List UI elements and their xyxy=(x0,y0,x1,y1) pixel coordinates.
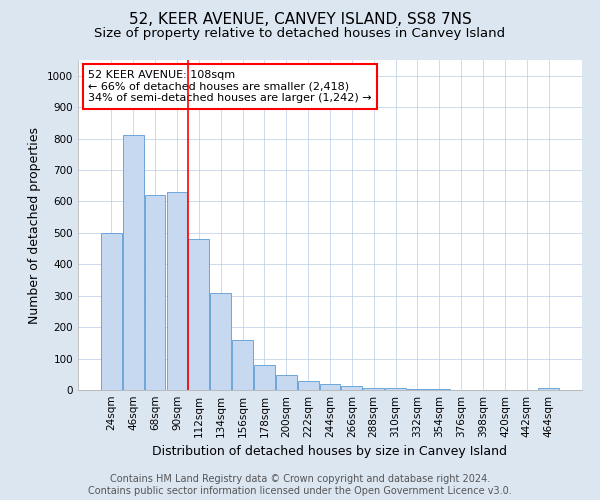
Bar xyxy=(407,389,428,390)
Text: Size of property relative to detached houses in Canvey Island: Size of property relative to detached ho… xyxy=(94,28,506,40)
Bar xyxy=(188,239,209,390)
Bar xyxy=(385,388,406,390)
Bar xyxy=(298,380,319,390)
Bar xyxy=(538,388,559,390)
Text: Contains HM Land Registry data © Crown copyright and database right 2024.
Contai: Contains HM Land Registry data © Crown c… xyxy=(88,474,512,496)
Text: 52 KEER AVENUE: 108sqm
← 66% of detached houses are smaller (2,418)
34% of semi-: 52 KEER AVENUE: 108sqm ← 66% of detached… xyxy=(88,70,372,103)
Bar xyxy=(167,192,187,390)
Bar xyxy=(123,136,143,390)
Bar xyxy=(341,386,362,390)
Bar xyxy=(320,384,340,390)
X-axis label: Distribution of detached houses by size in Canvey Island: Distribution of detached houses by size … xyxy=(152,446,508,458)
Bar xyxy=(364,388,384,390)
Bar xyxy=(145,195,166,390)
Bar xyxy=(210,292,231,390)
Bar xyxy=(232,340,253,390)
Text: 52, KEER AVENUE, CANVEY ISLAND, SS8 7NS: 52, KEER AVENUE, CANVEY ISLAND, SS8 7NS xyxy=(128,12,472,28)
Bar xyxy=(276,375,296,390)
Bar xyxy=(254,366,275,390)
Bar xyxy=(101,233,122,390)
Y-axis label: Number of detached properties: Number of detached properties xyxy=(28,126,41,324)
